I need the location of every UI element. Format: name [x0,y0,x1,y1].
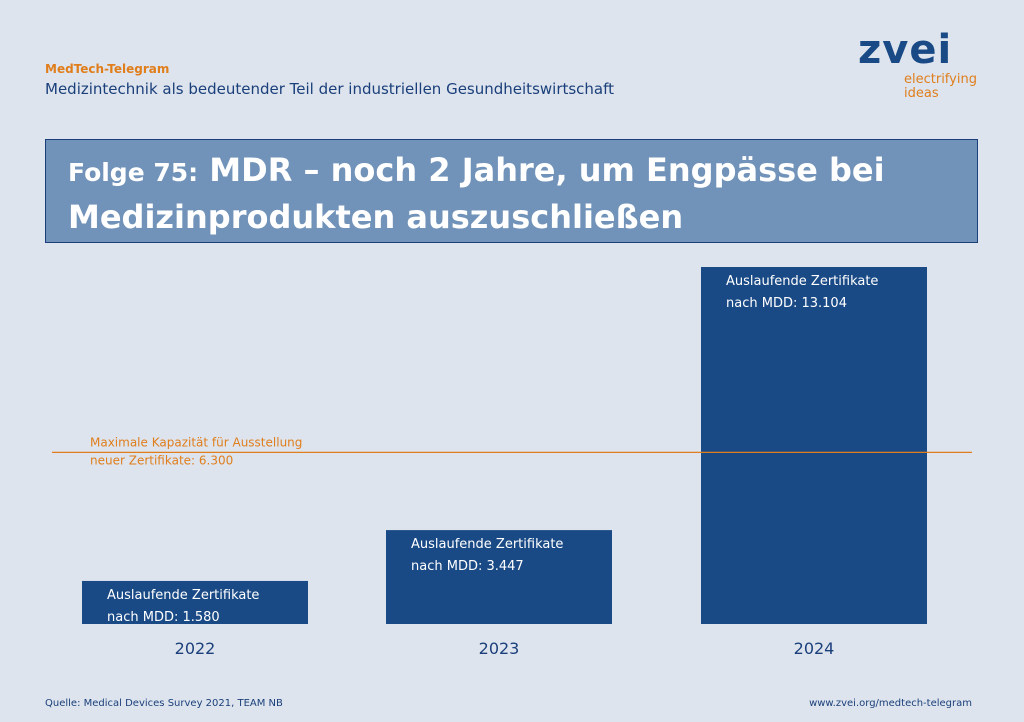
banner-title-text: MDR – noch 2 Jahre, um Engpässe bei Medi… [68,151,885,236]
logo-tagline: electrifying ideas [904,73,977,101]
logo-tagline-line-1: electrifying [904,72,977,87]
capacity-label-line-2: neuer Zertifikate: 6.300 [90,453,233,467]
bar-label-2024-line-2: nach MDD: 13.104 [726,296,847,311]
category-label-2023: 2023 [479,639,520,658]
logo-tagline-line-2: ideas [904,86,939,101]
page-subtitle: Medizintechnik als bedeutender Teil der … [45,80,615,98]
banner-title: Folge 75: MDR – noch 2 Jahre, um Engpäss… [68,148,958,239]
category-label-2022: 2022 [175,639,216,658]
kicker-label: MedTech-Telegram [45,62,170,76]
bar-label-2023-line-1: Auslaufende Zertifikate [411,537,563,552]
bar-label-2023-line-2: nach MDD: 3.447 [411,559,524,574]
title-banner: Folge 75: MDR – noch 2 Jahre, um Engpäss… [45,139,978,243]
capacity-label-line-1: Maximale Kapazität für Ausstellung [90,435,302,449]
category-label-2024: 2024 [794,639,835,658]
zvei-logo: zvei electrifying ideas [858,30,977,101]
source-note: Quelle: Medical Devices Survey 2021, TEA… [45,698,283,709]
bar-2023 [386,530,612,624]
bar-label-2022-line-1: Auslaufende Zertifikate [107,588,259,603]
source-url[interactable]: www.zvei.org/medtech-telegram [809,698,972,709]
logo-word: zvei [858,27,953,73]
bar-2024 [701,267,927,624]
bar-2022 [82,580,308,624]
bar-label-2022-line-2: nach MDD: 1.580 [107,610,220,625]
banner-prefix: Folge 75: [68,158,199,187]
bar-label-2024-line-1: Auslaufende Zertifikate [726,274,878,289]
